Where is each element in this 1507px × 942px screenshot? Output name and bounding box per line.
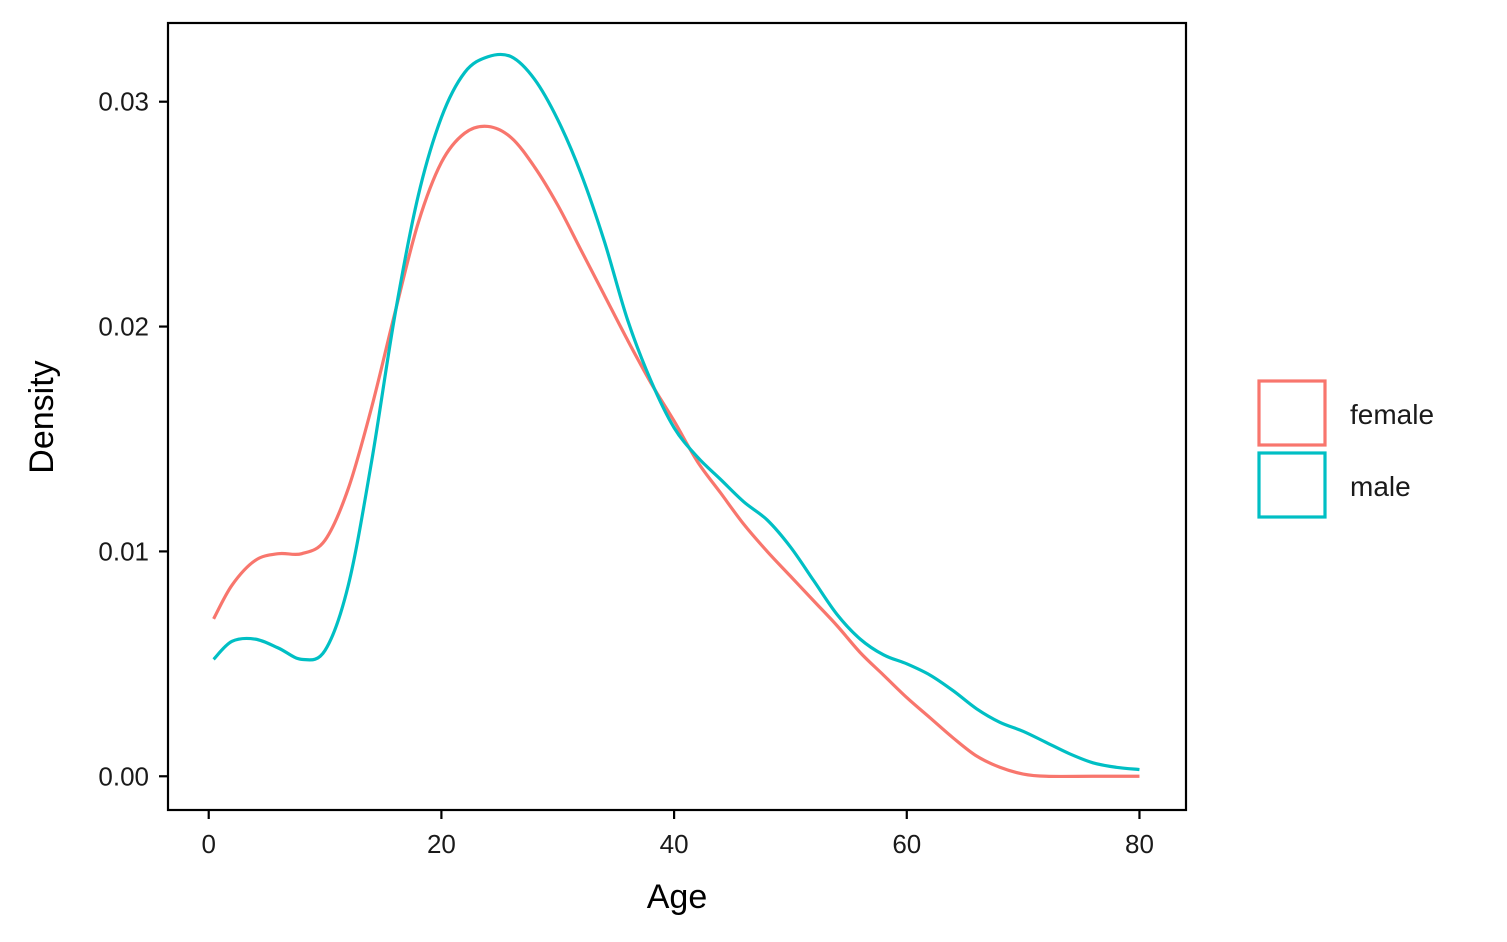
x-tick-label: 40 (660, 829, 689, 859)
x-axis-title: Age (647, 878, 708, 916)
y-tick-label: 0.02 (98, 312, 149, 342)
y-tick-label: 0.00 (98, 761, 149, 791)
legend-key-male (1257, 451, 1327, 519)
series-line-male (212, 52, 1140, 772)
series-layer (212, 52, 1140, 779)
y-axis-title: Density (23, 360, 61, 473)
y-tick-label: 0.03 (98, 87, 149, 117)
x-axis: 0 20 40 60 80 (201, 810, 1154, 859)
legend-label-female: female (1350, 399, 1434, 430)
series-line-female (212, 124, 1140, 779)
x-tick-label: 0 (201, 829, 215, 859)
x-tick-label: 80 (1125, 829, 1154, 859)
x-tick-label: 20 (427, 829, 456, 859)
legend-key-female (1257, 379, 1327, 447)
x-tick-label: 60 (892, 829, 921, 859)
y-axis: 0.00 0.01 0.02 0.03 (98, 87, 168, 791)
plot-panel-border (166, 21, 1188, 812)
legend-label-male: male (1350, 471, 1411, 502)
legend: female male (1257, 379, 1434, 519)
y-tick-label: 0.01 (98, 536, 149, 566)
